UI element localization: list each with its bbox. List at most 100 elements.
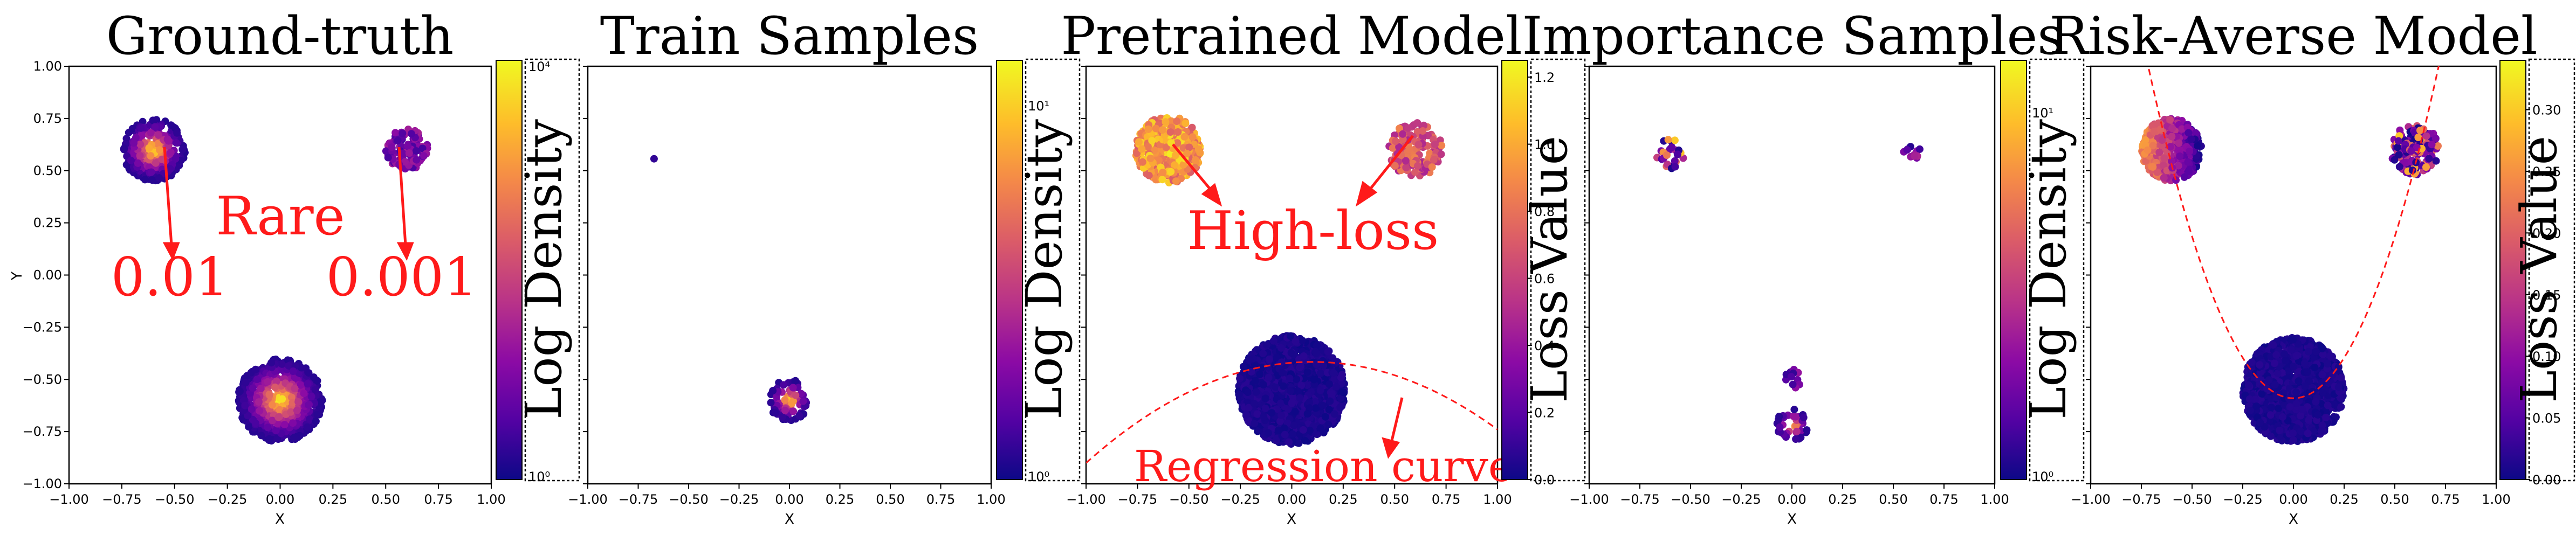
scatter-point [1303, 381, 1311, 390]
scatter-point [1332, 383, 1340, 391]
scatter-point [1792, 435, 1800, 443]
panel-ground-truth: Ground-truth −1.00 −0.75 −0.50 −0.25 0.00 0.2… [9, 6, 580, 527]
scatter-point [1671, 157, 1679, 165]
colorbar-label: Loss Value [1521, 136, 1578, 403]
annotation-arrows [1172, 135, 1414, 459]
y-tick-label: 1.00 [33, 59, 62, 74]
scatter-point [771, 409, 779, 417]
scatter-point [1318, 401, 1326, 409]
scatter-point [1180, 133, 1189, 141]
scatter-point [1296, 394, 1304, 402]
scatter-point [1306, 398, 1314, 406]
scatter-point [1316, 386, 1324, 394]
scatter-point [312, 417, 320, 425]
scatter-point [1159, 169, 1167, 177]
scatter-point [1144, 143, 1152, 151]
scatter-point [1333, 358, 1341, 366]
scatter-point [178, 145, 187, 154]
x-tick-label: −0.50 [669, 492, 709, 507]
scatter-point [2187, 135, 2195, 143]
scatter-point [2394, 137, 2402, 145]
scatter-point [264, 378, 272, 386]
scatter-point [1138, 158, 1146, 166]
scatter-point [1324, 348, 1332, 356]
scatter-point [767, 399, 775, 407]
scatter-point [384, 154, 392, 162]
x-axis-label: X [785, 511, 794, 527]
colorbar-tick-label: 1.0 [1534, 137, 1555, 152]
scatter-point [1430, 156, 1438, 164]
scatter-point [1790, 406, 1798, 414]
scatter-point [2192, 129, 2200, 137]
x-tick-label: 1.00 [1980, 492, 2009, 507]
scatter-point [1194, 145, 1203, 153]
scatter-point [1167, 168, 1175, 176]
scatter-point [253, 376, 261, 384]
scatter-point [2431, 135, 2440, 142]
scatter-point [1247, 368, 1255, 376]
x-tick-label: −0.75 [1620, 492, 1660, 507]
scatter-point [288, 399, 297, 407]
scatter-point [242, 379, 250, 387]
scatter-point [151, 123, 159, 131]
scatter-point [1290, 421, 1298, 429]
annotation-rare: Rare [216, 186, 345, 247]
scatter-point [2194, 142, 2201, 150]
scatter-point [1287, 332, 1294, 340]
scatter-point [1274, 426, 1282, 434]
scatter-point [278, 395, 286, 403]
scatter-point [789, 407, 798, 415]
scatter-point [1329, 369, 1337, 377]
scatter-point [255, 398, 263, 406]
x-tick-label: −0.50 [155, 492, 195, 507]
scatter-point [1188, 123, 1196, 131]
scatter-point [792, 391, 800, 399]
scatter-point [248, 405, 256, 413]
scatter-point [241, 401, 249, 409]
x-tick-label: 0.75 [424, 492, 452, 507]
scatter-point [1162, 143, 1170, 151]
scatter-point [2156, 126, 2165, 134]
scatter-point [2184, 158, 2192, 166]
scatter-point [137, 124, 145, 132]
x-tick-label: 0.25 [319, 492, 347, 507]
scatter-point [2434, 142, 2442, 150]
scatter-point [1179, 161, 1187, 169]
scatter-point [173, 129, 181, 137]
x-tick-label: −0.75 [102, 492, 142, 507]
scatter-point [1287, 349, 1295, 357]
scatter-point [2160, 161, 2167, 169]
scatter-points [120, 116, 431, 445]
x-tick-label: 0.00 [1277, 492, 1306, 507]
scatter-points [1653, 136, 1924, 443]
scatter-point [2158, 141, 2166, 149]
scatter-point [795, 412, 803, 420]
scatter-point [420, 152, 428, 160]
scatter-point [2172, 176, 2180, 184]
scatter-point [1328, 390, 1336, 398]
scatter-point [792, 377, 800, 385]
scatter-point [257, 384, 265, 392]
scatter-point [1299, 426, 1307, 434]
x-tick-label: 0.25 [1329, 492, 1357, 507]
scatter-point [257, 432, 265, 440]
scatter-point [1313, 349, 1320, 357]
scatter-point [149, 116, 157, 124]
scatter-point [249, 415, 257, 423]
colorbar-tick-label: 0.0 [1534, 473, 1555, 488]
scatter-point [1664, 136, 1672, 144]
scatter-point [148, 176, 156, 184]
scatter-point [272, 427, 280, 435]
scatter-point [1144, 125, 1152, 133]
scatter-point [1145, 171, 1153, 179]
scatter-point [1404, 124, 1412, 132]
scatter-point [304, 380, 312, 388]
x-tick-label: −0.75 [1118, 492, 1158, 507]
scatter-point [788, 399, 796, 407]
scatter-point [2160, 154, 2168, 162]
scatter-point [407, 130, 415, 138]
scatter-point [311, 386, 319, 394]
scatter-point [1402, 157, 1410, 165]
x-tick-label: −0.50 [1169, 492, 1209, 507]
